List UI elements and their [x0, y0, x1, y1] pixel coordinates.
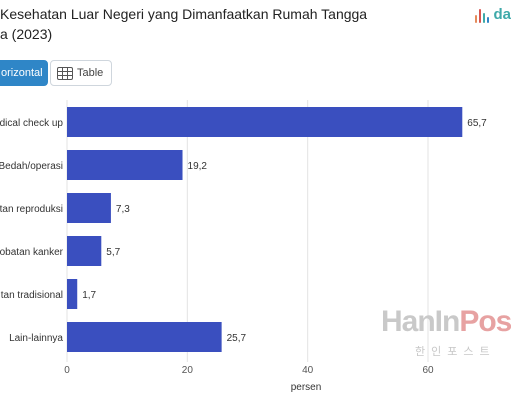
- category-label: obatan kanker: [0, 247, 64, 258]
- brand-logo-text: da: [493, 6, 511, 23]
- data-label: 7,3: [116, 204, 130, 215]
- watermark-main-a: HanIn: [381, 305, 460, 338]
- category-label: Bedah/operasi: [0, 161, 63, 172]
- watermark-main-b: Pos: [459, 305, 511, 338]
- chart-title-line-2: a (2023): [0, 26, 53, 42]
- x-tick-label: 20: [182, 365, 194, 376]
- x-tick-label: 60: [422, 365, 434, 376]
- bar: [67, 150, 183, 180]
- category-label: dical check up: [0, 118, 63, 129]
- tab-table-label: Table: [77, 67, 104, 79]
- table-grid-icon: [57, 66, 73, 80]
- bar: [67, 279, 78, 309]
- bar: [67, 322, 222, 352]
- chart-title-line-1: Kesehatan Luar Negeri yang Dimanfaatkan …: [0, 6, 368, 22]
- x-tick-label: 40: [302, 365, 314, 376]
- data-label: 5,7: [106, 247, 120, 258]
- brand-logo[interactable]: da: [475, 6, 511, 23]
- x-axis-title: persen: [291, 382, 322, 393]
- bar: [67, 193, 111, 223]
- watermark-main: HanInPos: [381, 305, 511, 339]
- bar: [67, 236, 102, 266]
- category-label: Lain-lainnya: [9, 333, 63, 344]
- data-label: 19,2: [188, 161, 208, 172]
- category-label: tan tradisional: [1, 290, 63, 301]
- view-tabs: orizontal Table: [0, 60, 113, 86]
- tab-table[interactable]: Table: [50, 60, 113, 86]
- data-label: 25,7: [227, 333, 247, 344]
- tab-horizontal-label: orizontal: [1, 67, 43, 79]
- data-label: 1,7: [82, 290, 96, 301]
- tab-horizontal[interactable]: orizontal: [0, 60, 48, 86]
- category-label: tan reproduksi: [0, 204, 63, 215]
- watermark-sub: 한인포스트: [415, 345, 496, 358]
- data-label: 65,7: [467, 118, 487, 129]
- watermark: HanInPos 한인포스트: [381, 305, 511, 358]
- chart-title: Kesehatan Luar Negeri yang Dimanfaatkan …: [0, 4, 440, 44]
- dataindonesia-bars-icon: [475, 7, 491, 23]
- bar: [67, 107, 463, 137]
- x-tick-label: 0: [64, 365, 70, 376]
